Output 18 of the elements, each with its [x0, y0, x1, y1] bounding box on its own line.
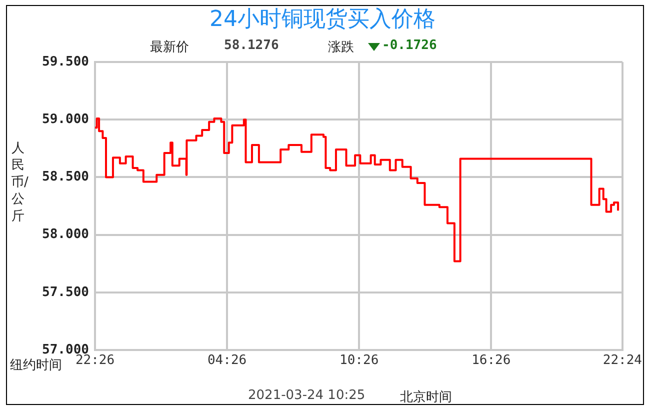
y-tick-label: 58.000	[42, 227, 90, 242]
x-tick-label: 22:24	[602, 353, 642, 368]
text: -0.1726	[382, 38, 437, 53]
y-tick-label: 59.500	[42, 54, 90, 70]
y-tick-label: 59.000	[42, 112, 90, 127]
y-tick-label: 58.500	[42, 170, 90, 185]
y-tick-label: 57.500	[42, 284, 90, 300]
text: 北京时间	[400, 389, 452, 406]
chart-title: 24小时铜现货买入价格	[208, 6, 436, 34]
text: 纽约时间	[10, 357, 62, 374]
y-axis-title: 人民币/公斤	[11, 140, 28, 225]
text: 涨跌	[328, 39, 354, 56]
text: 58.1276	[224, 38, 279, 53]
text: 2021-03-24 10:25	[248, 388, 366, 403]
x-tick-label: 04:26	[207, 353, 247, 368]
x-tick-label: 10:26	[340, 353, 379, 368]
text: 最新价	[150, 39, 189, 56]
x-tick-label: 16:26	[472, 353, 511, 368]
